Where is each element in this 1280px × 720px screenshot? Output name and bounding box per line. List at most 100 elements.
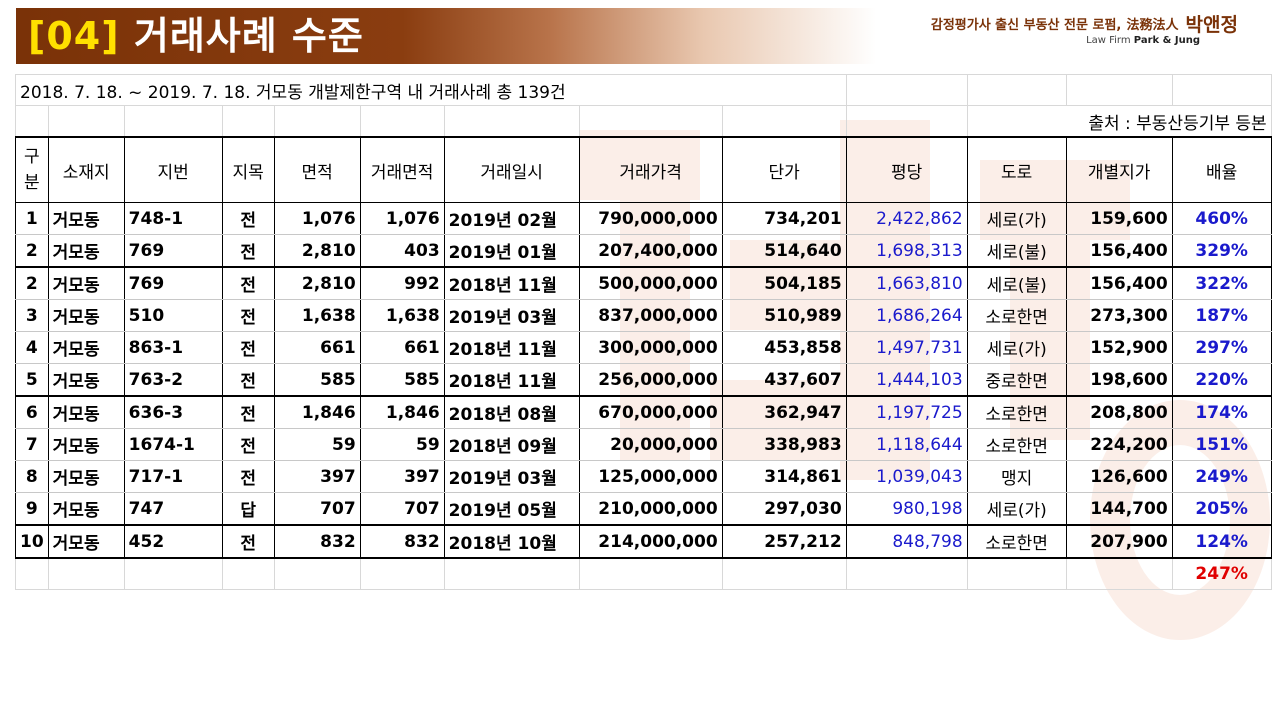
table-cell: 1,638 <box>273 299 361 332</box>
table-cell: 1674-1 <box>123 428 223 461</box>
table-cell: 9 <box>15 492 49 526</box>
table-row: 6 거모동 636-3 전 1,846 1,846 2018년 08월 670,000,000… <box>15 395 1272 429</box>
firm-en-name: Park & Jung <box>1133 35 1200 46</box>
table-cell: 전 <box>221 234 275 268</box>
table-cell: 437,607 <box>721 363 847 397</box>
table-cell: 1,638 <box>359 299 445 332</box>
table-cell: 1,686,264 <box>845 299 968 332</box>
table-cell: 20,000,000 <box>578 428 723 461</box>
table-cell: 1,846 <box>273 395 361 429</box>
table-cell: 2,422,862 <box>845 202 968 235</box>
table-cell: 992 <box>359 266 445 300</box>
table-cell: 297% <box>1171 331 1272 364</box>
table-cell: 7 <box>15 428 49 461</box>
table-cell: 답 <box>221 492 275 526</box>
table-cell: 748-1 <box>123 202 223 235</box>
header-cell: 지목 <box>221 136 275 203</box>
table-cell: 717-1 <box>123 460 223 493</box>
table-cell: 세로(불) <box>966 266 1067 300</box>
table-cell: 2018년 11월 <box>443 363 580 397</box>
table-cell: 맹지 <box>966 460 1067 493</box>
header-cell: 거래일시 <box>443 136 580 203</box>
table-cell: 837,000,000 <box>578 299 723 332</box>
table-cell: 707 <box>359 492 445 526</box>
slide-title: [04] 거래사례 수준 <box>28 8 364 64</box>
table-cell: 소로한면 <box>966 395 1067 429</box>
table-cell: 전 <box>221 299 275 332</box>
table-row: 4 거모동 863-1 전 661 661 2018년 11월 300,000,000 453,… <box>15 331 1272 364</box>
table-cell: 734,201 <box>721 202 847 235</box>
table-cell: 전 <box>221 266 275 300</box>
table-cell: 거모동 <box>47 202 125 235</box>
table-cell: 1,076 <box>273 202 361 235</box>
header-cell: 지번 <box>123 136 223 203</box>
table-cell: 504,185 <box>721 266 847 300</box>
table-cell: 2 <box>15 234 49 268</box>
table-cell: 224,200 <box>1065 428 1173 461</box>
table-cell: 전 <box>221 428 275 461</box>
table-row: 8 거모동 717-1 전 397 397 2019년 03월 125,000,000 314,… <box>15 460 1272 493</box>
table-cell: 208,800 <box>1065 395 1173 429</box>
slide-title-text: 거래사례 수준 <box>133 14 364 58</box>
table-cell: 전 <box>221 524 275 559</box>
firm-tagline: 감정평가사 출신 부동산 전문 로펌, <box>930 18 1122 33</box>
table-cell: 832 <box>273 524 361 559</box>
table-cell: 152,900 <box>1065 331 1173 364</box>
table-cell: 661 <box>359 331 445 364</box>
table-cell: 205% <box>1171 492 1272 526</box>
period-info: 2018. 7. 18. ~ 2019. 7. 18. 거모동 개발제한구역 내… <box>15 74 847 106</box>
table-cell: 2018년 10월 <box>443 524 580 559</box>
table-row: 5 거모동 763-2 전 585 585 2018년 11월 256,000,000 437,… <box>15 363 1272 397</box>
table-cell: 273,300 <box>1065 299 1173 332</box>
table-cell: 2019년 02월 <box>443 202 580 235</box>
table-cell: 거모동 <box>47 524 125 559</box>
table-cell: 소로한면 <box>966 524 1067 559</box>
table-cell: 5 <box>15 363 49 397</box>
table-cell: 397 <box>359 460 445 493</box>
table-cell: 585 <box>273 363 361 397</box>
table-cell: 403 <box>359 234 445 268</box>
header-cell: 면적 <box>273 136 361 203</box>
table-cell: 707 <box>273 492 361 526</box>
table-row: 2 거모동 769 전 2,810 403 2019년 01월 207,400,000 514,… <box>15 234 1272 268</box>
table-cell: 2,810 <box>273 234 361 268</box>
table-row: 10 거모동 452 전 832 832 2018년 10월 214,000,000 257,2… <box>15 524 1272 559</box>
table-cell: 2018년 11월 <box>443 266 580 300</box>
table-cell: 전 <box>221 363 275 397</box>
table-cell: 125,000,000 <box>578 460 723 493</box>
table-row: 1 거모동 748-1 전 1,076 1,076 2019년 02월 790,000,000… <box>15 202 1272 235</box>
table-cell: 소로한면 <box>966 299 1067 332</box>
table-cell: 453,858 <box>721 331 847 364</box>
table-cell: 670,000,000 <box>578 395 723 429</box>
table-cell: 2019년 05월 <box>443 492 580 526</box>
table-cell: 세로(불) <box>966 234 1067 268</box>
table-cell: 510 <box>123 299 223 332</box>
table-cell: 소로한면 <box>966 428 1067 461</box>
table-cell: 300,000,000 <box>578 331 723 364</box>
table-cell: 2019년 01월 <box>443 234 580 268</box>
table-cell: 256,000,000 <box>578 363 723 397</box>
table-cell: 8 <box>15 460 49 493</box>
table-cell: 거모동 <box>47 363 125 397</box>
firm-logo: 감정평가사 출신 부동산 전문 로펌, 法務法人 박앤정 Law Firm Pa… <box>931 10 1238 46</box>
table-cell: 257,212 <box>721 524 847 559</box>
table-cell: 세로(가) <box>966 202 1067 235</box>
table-cell: 2018년 08월 <box>443 395 580 429</box>
table-cell: 198,600 <box>1065 363 1173 397</box>
table-cell: 4 <box>15 331 49 364</box>
table-cell: 747 <box>123 492 223 526</box>
table-cell: 187% <box>1171 299 1272 332</box>
table-cell: 362,947 <box>721 395 847 429</box>
table-cell: 59 <box>359 428 445 461</box>
table-cell: 거모동 <box>47 331 125 364</box>
table-cell: 124% <box>1171 524 1272 559</box>
header-cell: 거래가격 <box>578 136 723 203</box>
table-cell: 207,900 <box>1065 524 1173 559</box>
table-cell: 156,400 <box>1065 234 1173 268</box>
header-cell: 도로 <box>966 136 1067 203</box>
table-cell: 156,400 <box>1065 266 1173 300</box>
table-cell: 2018년 09월 <box>443 428 580 461</box>
table-cell: 514,640 <box>721 234 847 268</box>
table-cell: 2 <box>15 266 49 300</box>
